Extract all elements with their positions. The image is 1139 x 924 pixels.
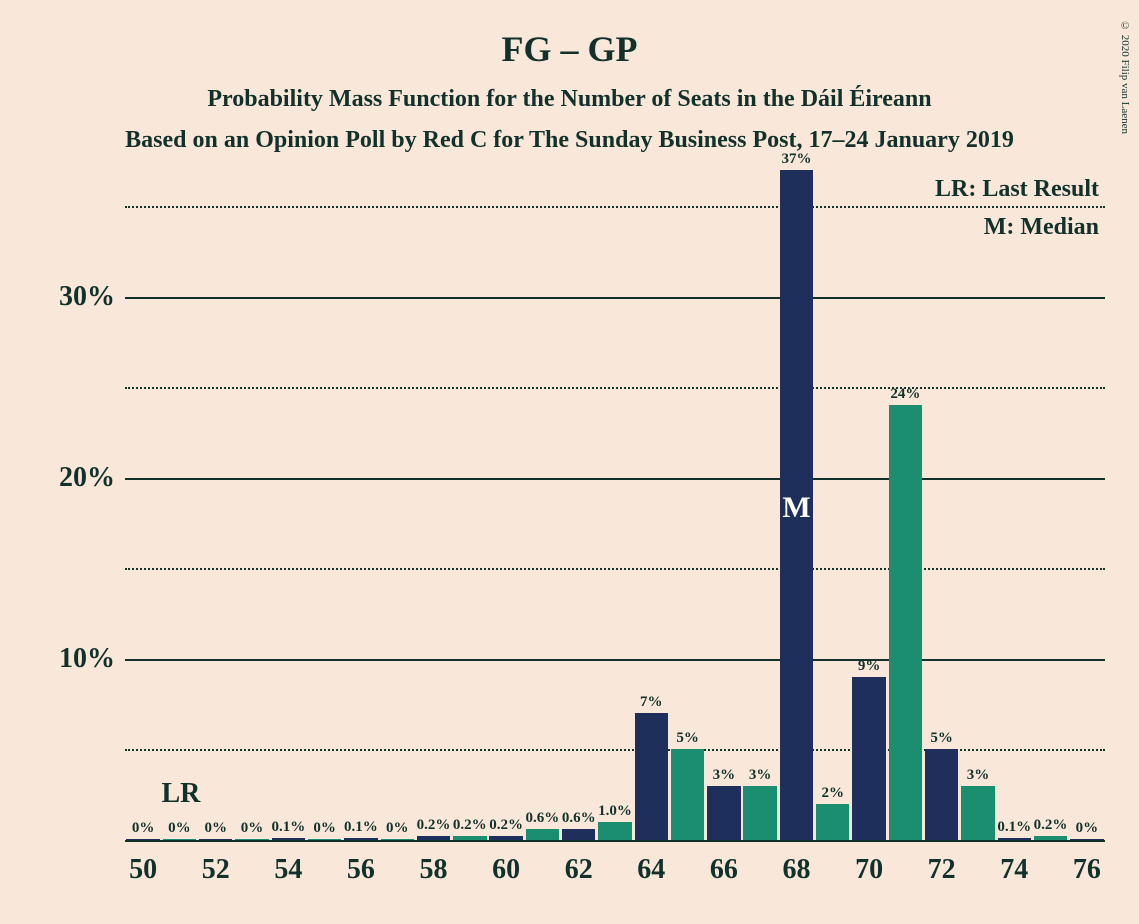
bar: 0% [126,839,159,840]
chart-title: FG – GP [0,0,1139,70]
median-marker: M [780,491,813,525]
bar-value-label: 1.0% [598,803,632,822]
bar-value-label: 0.6% [562,810,596,829]
bar-value-label: 0.2% [417,817,451,836]
gridline [125,297,1105,299]
x-axis-tick: 50 [129,840,157,886]
copyright-text: © 2020 Filip van Laenen [1119,20,1131,134]
bar: 0.1% [344,838,377,840]
legend-lr: LR: Last Result [935,176,1099,203]
bar: 0% [1070,839,1103,840]
x-axis-tick: 60 [492,840,520,886]
bar-value-label: 5% [930,730,953,749]
bar-value-label: 9% [858,658,881,677]
bar: 0.1% [272,838,305,840]
x-axis-tick: 68 [782,840,810,886]
bar-value-label: 0% [1076,820,1099,839]
bar: 5% [671,749,704,840]
x-axis-tick: 72 [928,840,956,886]
gridline [125,568,1105,570]
chart-plot-area: LR: Last Result M: Median 10%20%30%50525… [125,170,1105,840]
bar-value-label: 24% [890,386,920,405]
gridline [125,478,1105,480]
bar-value-label: 0% [204,820,227,839]
x-axis-tick: 52 [202,840,230,886]
y-axis-tick: 30% [59,281,125,313]
x-axis-tick: 62 [565,840,593,886]
bar-value-label: 0.2% [453,817,487,836]
x-axis-tick: 74 [1000,840,1028,886]
bar: 0.6% [562,829,595,840]
gridline [125,840,1105,842]
bar: 0.2% [489,836,522,840]
bar: 0.6% [526,829,559,840]
bar: 7% [635,713,668,840]
bar: 0% [163,839,196,840]
bar-value-label: 0.2% [1034,817,1068,836]
bar: 0.1% [998,838,1031,840]
bar-value-label: 5% [676,730,699,749]
bar-value-label: 0% [241,820,264,839]
lr-marker: LR [161,778,200,810]
bar-value-label: 7% [640,694,663,713]
bar-value-label: 0.2% [489,817,523,836]
bar-value-label: 2% [822,785,845,804]
bar-value-label: 0% [168,820,191,839]
x-axis-tick: 76 [1073,840,1101,886]
bar-value-label: 3% [713,767,736,786]
bar-value-label: 3% [749,767,772,786]
bar: 1.0% [598,822,631,840]
x-axis-tick: 64 [637,840,665,886]
bar-value-label: 0% [386,820,409,839]
gridline [125,206,1105,208]
bar: 0% [235,839,268,840]
bar-value-label: 0.1% [997,819,1031,838]
bar: 0.2% [453,836,486,840]
chart-subtitle-1: Probability Mass Function for the Number… [0,70,1139,113]
x-axis-tick: 54 [274,840,302,886]
bar: 24% [889,405,922,840]
chart-subtitle-2: Based on an Opinion Poll by Red C for Th… [0,113,1139,154]
bar-value-label: 0% [132,820,155,839]
bar: 3% [961,786,994,840]
x-axis-tick: 70 [855,840,883,886]
x-axis-tick: 56 [347,840,375,886]
bar-value-label: 0.1% [271,819,305,838]
legend-m: M: Median [984,214,1099,241]
bar-value-label: 37% [781,151,811,170]
gridline [125,387,1105,389]
y-axis-tick: 10% [59,643,125,675]
bar: 5% [925,749,958,840]
bar: 0% [381,839,414,840]
x-axis-tick: 66 [710,840,738,886]
bar: 9% [852,677,885,840]
bar-value-label: 3% [967,767,990,786]
bar: 2% [816,804,849,840]
bar-value-label: 0% [313,820,336,839]
bar: 0.2% [1034,836,1067,840]
bar: 0% [308,839,341,840]
gridline [125,659,1105,661]
y-axis-tick: 20% [59,462,125,494]
x-axis-tick: 58 [420,840,448,886]
bar-value-label: 0.6% [526,810,560,829]
bar: 3% [707,786,740,840]
bar-value-label: 0.1% [344,819,378,838]
bar: 0.2% [417,836,450,840]
bar: 0% [199,839,232,840]
bar: 3% [743,786,776,840]
